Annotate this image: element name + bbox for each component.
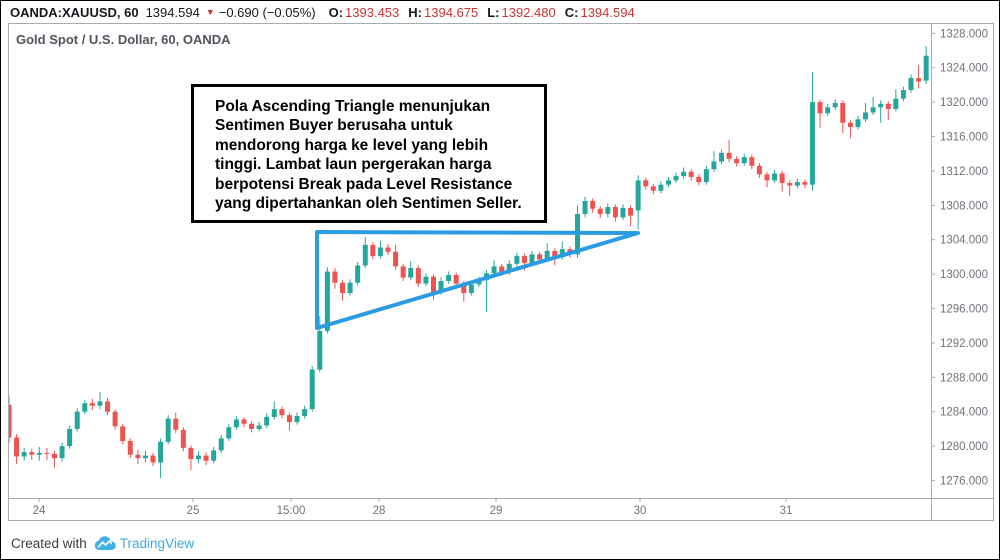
price-tick-label: 1308.000 [940,200,988,212]
chart-borders [8,23,994,521]
price-tick-label: 1324.000 [940,63,988,75]
annotation-line: Pola Ascending Triangle menunjukan [215,98,491,115]
time-axis[interactable]: 24 25 15:00 28 29 30 31 [33,498,793,517]
annotation-line: Sentimen Buyer berusaha untuk [215,117,453,135]
time-tick-label: 25 [187,505,200,517]
price-tick-label: 1292.000 [940,338,988,350]
close-value: 1394.594 [580,4,635,20]
time-tick-label: 29 [490,505,503,517]
price-tick-label: 1304.000 [940,235,988,247]
high-value: 1394.675 [424,4,479,20]
time-tick-label: 24 [33,505,46,517]
last-price: 1394.594 [145,4,200,20]
close-label: C: [564,4,579,20]
time-tick-label: 31 [780,505,793,517]
price-axis[interactable]: 1328.000 1324.000 1320.000 1316.000 1312.000… [931,28,988,488]
price-tick-label: 1284.000 [940,407,988,419]
price-tick-label: 1320.000 [940,97,988,109]
open-label: O: [328,4,344,20]
ascending-triangle-drawing [315,230,640,330]
attribution-bar: Created with TradingView [11,530,194,556]
annotation-line: mendorong harga ke level yang lebih [215,136,489,154]
tradingview-logo-icon[interactable] [94,536,116,551]
time-tick-label: 28 [373,505,386,517]
price-tick-label: 1316.000 [940,132,988,144]
candles-layer [8,46,929,478]
open-value: 1393.453 [345,4,400,20]
symbol-info-bar: OANDA:XAUUSD, 60 1394.594 ▼ −0.690 (−0.0… [10,2,635,22]
price-tick-label: 1280.000 [940,441,988,453]
tradingview-brand[interactable]: TradingView [119,535,195,551]
price-tick-label: 1276.000 [940,476,988,488]
annotation-text-box[interactable]: Pola Ascending Triangle menunjukan Senti… [191,84,547,223]
price-down-triangle-icon: ▼ [205,6,215,17]
annotation-line: berpotensi Break pada Level Resistance [215,175,513,193]
low-value: 1392.480 [501,4,556,20]
chart-title: Gold Spot / U.S. Dollar, 60, OANDA [16,32,231,47]
created-with-label: Created with [11,535,87,551]
annotation-line: yang dipertahankan oleh Sentimen Seller. [215,195,522,213]
annotation-line: tinggi. Lambat laun pergerakan harga [215,156,492,174]
price-tick-label: 1312.000 [940,166,988,178]
price-tick-label: 1300.000 [940,269,988,281]
price-tick-label: 1328.000 [940,28,988,40]
high-label: H: [408,4,422,20]
price-tick-label: 1296.000 [940,304,988,316]
price-change: −0.690 (−0.05%) [218,4,316,20]
time-tick-label: 15:00 [277,505,306,517]
symbol-name[interactable]: OANDA:XAUUSD, 60 [10,4,139,20]
time-tick-label: 30 [634,505,647,517]
price-tick-label: 1288.000 [940,372,988,384]
low-label: L: [487,4,500,20]
